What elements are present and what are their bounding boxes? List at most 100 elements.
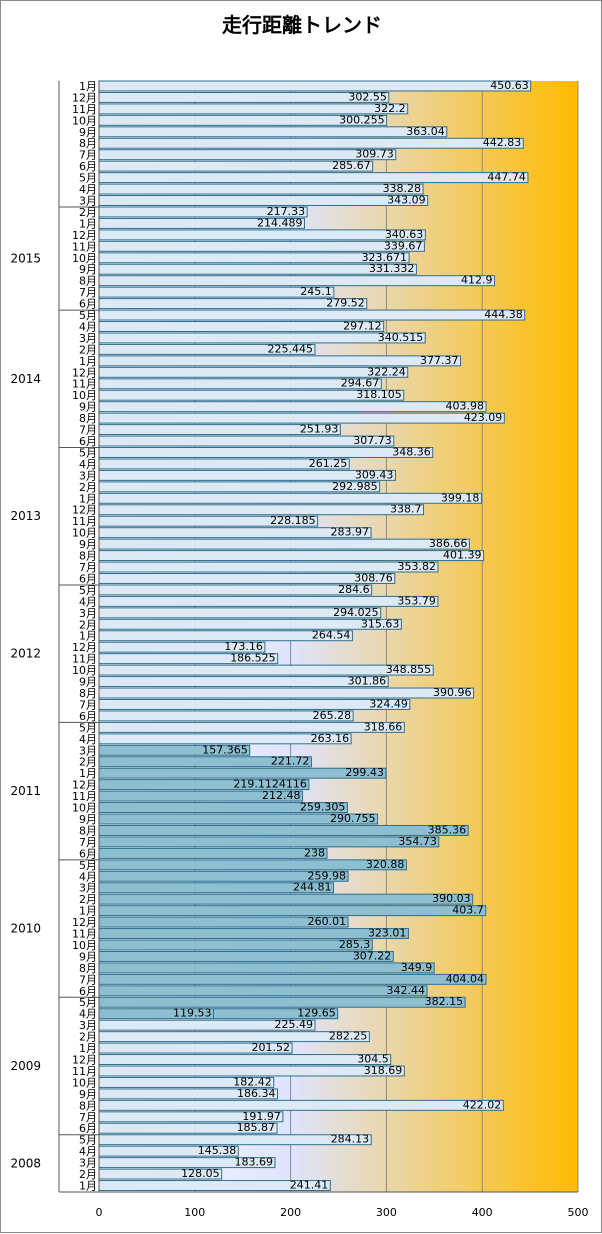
- month-tick-label: 12月: [72, 779, 97, 792]
- data-label: 265.28: [313, 709, 352, 722]
- data-label: 186.525: [230, 652, 276, 665]
- month-tick-label: 2月: [79, 1031, 97, 1044]
- month-tick-label: 8月: [79, 550, 97, 563]
- data-label: 245.1: [300, 285, 332, 298]
- data-label: 301.86: [348, 675, 387, 688]
- data-label: 290.755: [330, 812, 376, 825]
- data-label: 348.36: [392, 445, 431, 458]
- bar: [98, 447, 434, 458]
- month-tick-label: 8月: [79, 687, 97, 700]
- month-tick-label: 3月: [79, 744, 97, 757]
- data-label: 442.83: [483, 136, 522, 149]
- year-label: 2013: [10, 509, 41, 523]
- month-tick-label: 8月: [79, 824, 97, 837]
- data-label: 304.5: [357, 1053, 389, 1066]
- data-label: 444.38: [484, 308, 523, 321]
- data-label: 241.41: [290, 1179, 329, 1192]
- data-label: 399.18: [441, 491, 480, 504]
- data-label: 404.04: [446, 972, 485, 985]
- month-tick-label: 3月: [79, 194, 97, 207]
- month-tick-label: 12月: [72, 91, 97, 104]
- month-tick-label: 10月: [72, 802, 97, 815]
- month-tick-label: 1月: [79, 1042, 97, 1055]
- month-tick-label: 7月: [79, 286, 97, 299]
- data-label: 315.63: [361, 617, 400, 630]
- month-tick-label: 2月: [79, 206, 97, 219]
- data-label: 182.42: [233, 1075, 272, 1088]
- data-label: 322.2: [374, 102, 406, 115]
- data-label: 219.1124116: [233, 778, 306, 791]
- month-tick-label: 11月: [72, 928, 97, 941]
- month-tick-label: 6月: [79, 298, 97, 311]
- data-label: 225.49: [275, 1018, 314, 1031]
- month-tick-label: 4月: [79, 1145, 97, 1158]
- data-label: 302.55: [348, 90, 387, 103]
- bar: [98, 332, 426, 344]
- month-tick-label: 3月: [79, 469, 97, 482]
- bar: [98, 309, 526, 321]
- data-label: 284.13: [331, 1133, 370, 1146]
- data-label: 263.16: [311, 732, 350, 745]
- bar: [98, 137, 524, 149]
- x-tick-label: 200: [280, 1206, 301, 1219]
- month-tick-label: 3月: [79, 1019, 97, 1032]
- month-tick-label: 2月: [79, 893, 97, 906]
- month-tick-label: 11月: [72, 515, 97, 528]
- data-label: 307.73: [353, 434, 392, 447]
- x-tick-label: 400: [472, 1206, 493, 1219]
- bar: [98, 321, 385, 332]
- month-tick-label: 3月: [79, 607, 97, 620]
- data-label: 390.96: [433, 686, 472, 699]
- data-label: 354.73: [398, 835, 437, 848]
- bars: [98, 80, 532, 1191]
- data-label: 342.44: [387, 984, 426, 997]
- month-tick-label: 9月: [79, 263, 97, 276]
- month-tick-label: 6月: [79, 160, 97, 173]
- bar: [98, 435, 395, 447]
- x-tick-label: 0: [96, 1206, 103, 1219]
- bar: [98, 492, 482, 504]
- data-label: 285.3: [339, 938, 371, 951]
- year-label: 2012: [10, 647, 41, 661]
- month-tick-label: 9月: [79, 1088, 97, 1101]
- data-label: 331.332: [369, 262, 415, 275]
- bar: [98, 91, 390, 103]
- data-label: 338.7: [390, 503, 422, 516]
- bar: [98, 504, 424, 516]
- month-tick-label: 4月: [79, 1008, 97, 1021]
- month-tick-label: 6月: [79, 1122, 97, 1135]
- data-label: 412.9: [461, 274, 493, 287]
- month-tick-label: 5月: [79, 584, 97, 597]
- month-tick-label: 4月: [79, 733, 97, 746]
- month-tick-label: 6月: [79, 985, 97, 998]
- month-tick-label: 12月: [72, 366, 97, 379]
- month-tick-label: 10月: [72, 252, 97, 265]
- month-tick-label: 10月: [72, 664, 97, 677]
- year-label: 2011: [10, 784, 41, 798]
- data-label: 339.67: [384, 239, 423, 252]
- bar: [98, 836, 440, 848]
- year-label: 2014: [10, 372, 41, 386]
- bar: [98, 950, 394, 962]
- month-tick-label: 8月: [79, 137, 97, 150]
- month-tick-label: 8月: [79, 962, 97, 975]
- data-label: 183.69: [234, 1156, 273, 1169]
- month-tick-label: 2月: [79, 481, 97, 494]
- bar: [98, 859, 407, 871]
- month-tick-label: 3月: [79, 332, 97, 345]
- month-tick-label: 5月: [79, 859, 97, 872]
- month-tick-label: 1月: [79, 1180, 97, 1193]
- bar: [98, 172, 529, 184]
- data-label: 322.24: [367, 365, 406, 378]
- month-tick-label: 9月: [79, 401, 97, 414]
- month-tick-label: 9月: [79, 676, 97, 689]
- month-tick-label: 7月: [79, 836, 97, 849]
- year-label: 2015: [10, 252, 41, 266]
- data-label: 173.16: [224, 640, 263, 653]
- month-tick-label: 1月: [79, 217, 97, 230]
- bar: [98, 939, 373, 951]
- bar: [98, 378, 382, 390]
- data-label: 299.43: [345, 766, 384, 779]
- data-label: 186.34: [237, 1087, 276, 1100]
